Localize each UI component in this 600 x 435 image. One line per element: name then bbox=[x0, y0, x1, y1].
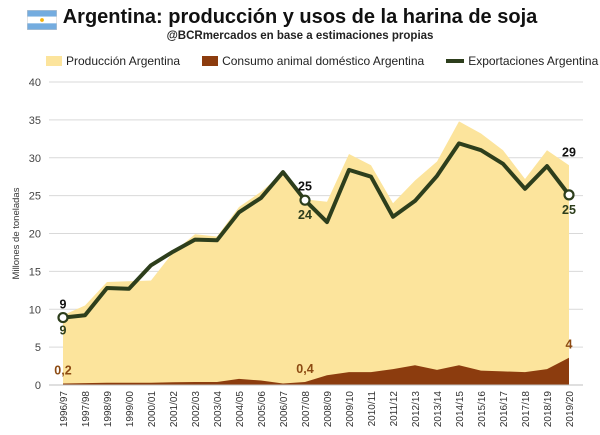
data-label: 25 bbox=[298, 179, 312, 193]
line-exportaciones bbox=[61, 141, 571, 320]
chart-legend: Producción Argentina Consumo animal domé… bbox=[46, 52, 598, 70]
chart-title: Argentina: producción y usos de la harin… bbox=[62, 6, 538, 28]
y-tick-label: 0 bbox=[35, 380, 41, 392]
y-tick-label: 35 bbox=[29, 115, 41, 127]
y-tick-label: 25 bbox=[29, 191, 41, 203]
x-tick-label: 2015/16 bbox=[477, 391, 488, 428]
legend-swatch-exportaciones bbox=[446, 59, 465, 63]
x-tick-label: 2000/01 bbox=[147, 391, 158, 428]
y-tick-label: 20 bbox=[29, 229, 41, 241]
legend-item-consumo: Consumo animal doméstico Argentina bbox=[202, 54, 424, 68]
x-tick-label: 1997/98 bbox=[81, 391, 92, 428]
data-label: 25 bbox=[562, 203, 576, 217]
y-tick-label: 30 bbox=[29, 153, 41, 165]
area-consumo bbox=[63, 357, 569, 385]
flag-stripe-bottom bbox=[27, 23, 57, 30]
x-tick-label: 2006/07 bbox=[279, 391, 290, 428]
point-marker bbox=[57, 311, 69, 324]
flag-border bbox=[27, 10, 57, 30]
legend-item-produccion: Producción Argentina bbox=[46, 54, 180, 68]
data-label: 0,2 bbox=[54, 363, 71, 377]
x-tick-label: 2010/11 bbox=[367, 391, 378, 427]
y-tick-label: 15 bbox=[29, 266, 41, 278]
legend-label-produccion: Producción Argentina bbox=[66, 54, 181, 68]
x-tick-label: 2018/19 bbox=[543, 391, 554, 428]
x-tick-label: 2019/20 bbox=[565, 391, 576, 428]
x-tick-label: 2005/06 bbox=[257, 391, 268, 428]
x-tick-label: 2002/03 bbox=[191, 391, 202, 428]
x-tick-label: 2017/18 bbox=[521, 391, 532, 428]
chart-subtitle: @BCRmercados en base a estimaciones prop… bbox=[166, 30, 434, 42]
y-tick-label: 40 bbox=[29, 77, 41, 89]
point-marker bbox=[299, 194, 311, 206]
y-axis-title: Millones de toneladas bbox=[11, 187, 22, 279]
flag-stripe-top bbox=[27, 10, 57, 17]
y-tick-label: 5 bbox=[35, 342, 41, 354]
argentina-flag-icon bbox=[27, 10, 57, 30]
x-tick-label: 2004/05 bbox=[235, 391, 246, 428]
x-tick-label: 2001/02 bbox=[169, 391, 180, 428]
x-tick-label: 2007/08 bbox=[301, 391, 312, 428]
x-tick-label: 2013/14 bbox=[433, 391, 444, 428]
legend-label-consumo: Consumo animal doméstico Argentina bbox=[222, 54, 425, 68]
x-tick-label: 1996/97 bbox=[59, 391, 70, 428]
x-tick-label: 2012/13 bbox=[411, 391, 422, 428]
legend-item-exportaciones: Exportaciones Argentina bbox=[446, 54, 598, 68]
area-produccion bbox=[63, 121, 569, 386]
data-label: 29 bbox=[562, 145, 576, 159]
x-tick-label: 2014/15 bbox=[455, 391, 466, 428]
x-tick-label: 2009/10 bbox=[345, 391, 356, 428]
data-label: 9 bbox=[60, 323, 67, 337]
x-tick-label: 1999/00 bbox=[125, 391, 136, 428]
data-label: 9 bbox=[60, 298, 67, 312]
x-tick-label: 2011/12 bbox=[389, 391, 400, 427]
legend-swatch-produccion bbox=[46, 56, 62, 66]
x-tick-label: 2008/09 bbox=[323, 391, 334, 428]
data-label: 0,4 bbox=[296, 362, 313, 376]
x-tick-label: 2016/17 bbox=[499, 391, 510, 428]
data-label: 24 bbox=[298, 208, 312, 222]
legend-label-exportaciones: Exportaciones Argentina bbox=[468, 54, 599, 68]
y-tick-label: 10 bbox=[29, 304, 41, 316]
legend-swatch-consumo bbox=[202, 56, 219, 66]
x-tick-label: 1998/99 bbox=[103, 391, 114, 428]
flag-sun bbox=[40, 18, 44, 22]
data-label: 4 bbox=[566, 338, 573, 352]
x-tick-label: 2003/04 bbox=[213, 391, 224, 428]
point-marker bbox=[563, 189, 575, 201]
